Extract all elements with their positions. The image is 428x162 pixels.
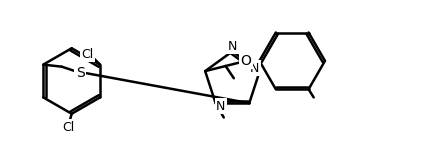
Text: N: N [216, 100, 226, 113]
Text: N: N [250, 62, 259, 75]
Text: Cl: Cl [62, 121, 75, 134]
Text: Cl: Cl [82, 48, 94, 61]
Text: N: N [228, 40, 237, 53]
Text: S: S [76, 66, 85, 80]
Text: O: O [241, 54, 252, 68]
